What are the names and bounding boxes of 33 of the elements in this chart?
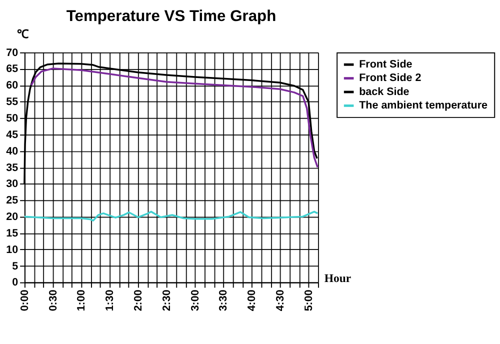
x-tick-label: 3:30 (218, 290, 230, 312)
y-tick-label: 45 (6, 128, 18, 141)
y-tick-label: 10 (6, 244, 18, 256)
x-tick-label: 4:00 (246, 290, 258, 312)
y-tick-label: 40 (6, 145, 18, 158)
x-tick-label: 5:00 (302, 290, 315, 312)
y-tick-label: 20 (6, 211, 18, 224)
y-axis-title: ℃ (17, 28, 30, 42)
y-tick-label: 55 (6, 96, 18, 108)
x-tick-label: 0:00 (18, 290, 31, 312)
x-tick-label: 1:30 (104, 290, 116, 312)
x-tick-label: 1:00 (76, 290, 88, 312)
chart-title: Temperature VS Time Graph (66, 8, 276, 26)
y-tick-label: 25 (6, 194, 18, 207)
x-tick-label: 0:30 (47, 290, 60, 312)
x-axis-title: Hour (324, 272, 352, 285)
y-tick-label: 65 (6, 63, 18, 76)
x-tick-label: 4:30 (274, 290, 287, 312)
legend-label: Front Side 2 (359, 72, 422, 84)
y-tick-label: 30 (6, 178, 18, 190)
legend-label: back Side (359, 86, 410, 98)
y-tick-label: 15 (6, 227, 18, 240)
legend-label: Front Side (359, 58, 412, 71)
y-tick-label: 5 (12, 260, 18, 272)
y-tick-label: 0 (12, 276, 18, 289)
x-tick-label: 3:00 (189, 290, 202, 312)
y-tick-label: 35 (6, 162, 18, 174)
legend-label: The ambient temperature (359, 100, 488, 112)
x-tick-label: 2:30 (160, 290, 173, 312)
y-tick-label: 50 (6, 112, 18, 124)
y-tick-label: 70 (6, 46, 18, 59)
y-tick-label: 60 (6, 80, 18, 92)
x-tick-label: 2:00 (132, 290, 145, 312)
